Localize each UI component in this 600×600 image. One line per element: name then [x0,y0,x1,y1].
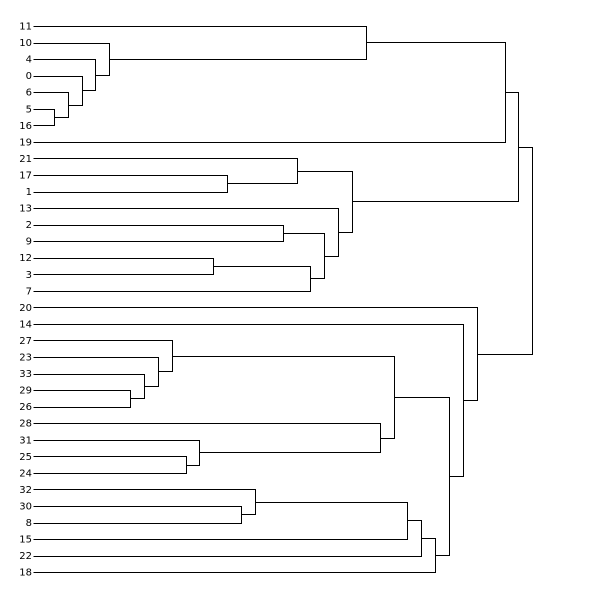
leaf-label-8: 8 [26,518,32,529]
merge-link-13 [33,208,339,257]
merge-link-25 [33,489,256,515]
merge-link-9 [33,225,284,242]
leaf-label-18: 18 [19,568,32,579]
merge-link-2 [33,76,83,106]
leaf-label-6: 6 [26,88,32,99]
merge-link-8 [33,158,298,184]
leaf-label-23: 23 [19,353,32,364]
leaf-label-29: 29 [19,386,32,397]
merge-link-23 [172,356,395,439]
merge-link-28 [33,538,436,573]
leaf-label-19: 19 [19,137,32,148]
leaf-label-17: 17 [19,170,32,181]
merge-link-30 [33,324,464,477]
leaf-label-4: 4 [26,55,32,66]
leaf-label-11: 11 [19,22,32,33]
merge-link-7 [33,175,228,193]
merge-link-26 [33,502,408,540]
merge-link-31 [33,307,478,401]
leaf-label-28: 28 [19,419,32,430]
leaf-label-10: 10 [19,38,32,49]
merge-link-21 [33,440,200,466]
leaf-label-12: 12 [19,253,32,264]
merge-link-20 [33,456,187,474]
merge-link-6 [33,42,506,143]
leaf-label-16: 16 [19,121,32,132]
leaf-label-15: 15 [19,535,32,546]
leaf-label-14: 14 [19,319,32,330]
merge-link-32 [477,147,533,355]
merge-link-11 [33,266,311,292]
leaf-label-2: 2 [26,220,32,231]
merge-link-19 [33,340,173,372]
leaf-label-31: 31 [19,435,32,446]
leaf-label-5: 5 [26,104,32,115]
leaf-label-7: 7 [26,286,32,297]
leaf-label-27: 27 [19,336,32,347]
leaf-label-32: 32 [19,485,32,496]
dendrogram-links [33,26,533,573]
merge-link-22 [33,423,381,453]
leaf-label-26: 26 [19,402,32,413]
leaf-label-25: 25 [19,452,32,463]
leaf-label-3: 3 [26,270,32,281]
merge-link-10 [33,258,214,275]
leaf-label-20: 20 [19,303,32,314]
leaf-label-30: 30 [19,501,32,512]
merge-link-3 [33,59,96,91]
merge-link-14 [297,171,353,233]
merge-link-0 [33,109,55,126]
leaf-labels: 1110406516192117113291237201427233329262… [19,22,32,579]
merge-link-15 [352,92,519,202]
merge-link-16 [33,390,131,408]
leaf-label-13: 13 [19,204,32,215]
leaf-label-22: 22 [19,551,32,562]
leaf-label-0: 0 [26,71,32,82]
merge-link-27 [33,520,422,557]
leaf-label-24: 24 [19,468,32,479]
merge-link-1 [33,92,69,118]
leaf-label-21: 21 [19,154,32,165]
merge-link-18 [33,357,159,387]
leaf-label-9: 9 [26,237,32,248]
merge-link-12 [283,233,325,279]
leaf-label-1: 1 [26,187,32,198]
merge-link-24 [33,506,242,524]
merge-link-17 [33,374,145,399]
leaf-label-33: 33 [19,369,32,380]
